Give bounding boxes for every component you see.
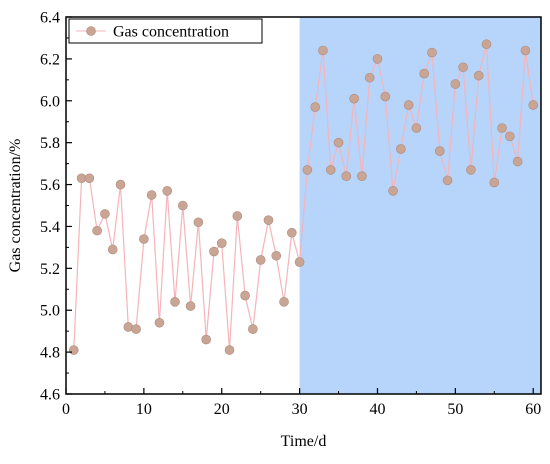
- x-tick-label: 50: [447, 401, 463, 418]
- x-tick-label: 10: [136, 401, 152, 418]
- data-point: [185, 301, 196, 311]
- y-tick-label: 4.8: [40, 345, 60, 362]
- data-point: [434, 146, 445, 156]
- data-point: [263, 215, 274, 225]
- y-axis-label: Gas concentration/%: [7, 139, 24, 273]
- data-point: [302, 165, 313, 175]
- x-tick-label: 0: [62, 401, 70, 418]
- y-tick-label: 5.0: [40, 303, 60, 320]
- data-point: [209, 246, 219, 257]
- data-point: [232, 211, 243, 221]
- data-point: [388, 186, 398, 196]
- data-point: [248, 324, 258, 334]
- data-point: [427, 47, 437, 58]
- data-point: [255, 255, 266, 265]
- data-point: [341, 171, 352, 181]
- data-point: [240, 290, 250, 301]
- x-tick-label: 40: [369, 401, 385, 418]
- y-tick-label: 6.0: [40, 93, 60, 110]
- data-point: [528, 100, 539, 110]
- data-point: [512, 156, 523, 167]
- data-point: [115, 179, 126, 190]
- data-point: [380, 91, 391, 102]
- data-point: [139, 234, 149, 244]
- data-point: [520, 45, 531, 56]
- legend-marker: [86, 26, 96, 36]
- y-tick-label: 5.8: [40, 135, 60, 152]
- data-point: [224, 345, 235, 355]
- data-point: [325, 165, 336, 175]
- data-point: [279, 297, 289, 307]
- y-tick-label: 5.4: [40, 219, 60, 236]
- x-tick-label: 30: [292, 401, 308, 418]
- data-point: [489, 177, 500, 188]
- data-point: [107, 244, 118, 255]
- data-point: [349, 93, 359, 104]
- data-point: [458, 62, 468, 73]
- data-point: [170, 297, 180, 307]
- data-point: [100, 209, 110, 219]
- data-point: [68, 345, 79, 355]
- data-point: [396, 144, 406, 154]
- x-axis-label: Time/d: [281, 433, 327, 450]
- data-point: [146, 190, 157, 200]
- data-point: [372, 54, 383, 64]
- data-point: [497, 123, 507, 133]
- axis-layer: 0 10 20 30 40 50 60 4.6 4.8 5.0 5.2 5.4 5.6 5.8 6.0 6.2…: [40, 10, 541, 419]
- data-point: [411, 123, 422, 133]
- data-point: [178, 200, 188, 211]
- x-tick-label: 20: [214, 401, 230, 418]
- legend-label: Gas concentration: [113, 24, 229, 41]
- data-point: [271, 250, 282, 261]
- y-tick-label: 5.2: [40, 261, 60, 278]
- data-point: [310, 102, 320, 112]
- data-point: [201, 334, 211, 345]
- y-tick-label: 5.6: [40, 177, 60, 194]
- data-point: [318, 45, 328, 56]
- legend: Gas concentration: [68, 18, 263, 44]
- y-tick-label: 4.6: [40, 387, 60, 404]
- data-point: [466, 165, 476, 175]
- data-point: [442, 175, 453, 186]
- data-point: [505, 131, 515, 142]
- data-point: [333, 137, 344, 148]
- data-point: [84, 173, 95, 184]
- data-point: [403, 100, 414, 110]
- data-point: [216, 238, 227, 248]
- data-point: [364, 72, 375, 83]
- data-point: [473, 70, 484, 81]
- y-tick-label: 6.2: [40, 51, 60, 68]
- shaded-region: [299, 17, 541, 394]
- data-point: [193, 217, 204, 228]
- data-point: [162, 186, 173, 196]
- data-point: [287, 227, 297, 238]
- series-layer: [68, 39, 539, 355]
- data-point: [154, 317, 165, 328]
- data-point: [419, 68, 429, 79]
- data-point: [357, 171, 367, 181]
- y-tick-label: 6.4: [40, 10, 60, 27]
- x-tick-label: 60: [525, 401, 541, 418]
- data-point: [131, 324, 141, 334]
- data-point: [450, 79, 461, 89]
- data-point: [92, 225, 102, 236]
- data-point: [294, 257, 305, 267]
- data-point: [481, 39, 492, 50]
